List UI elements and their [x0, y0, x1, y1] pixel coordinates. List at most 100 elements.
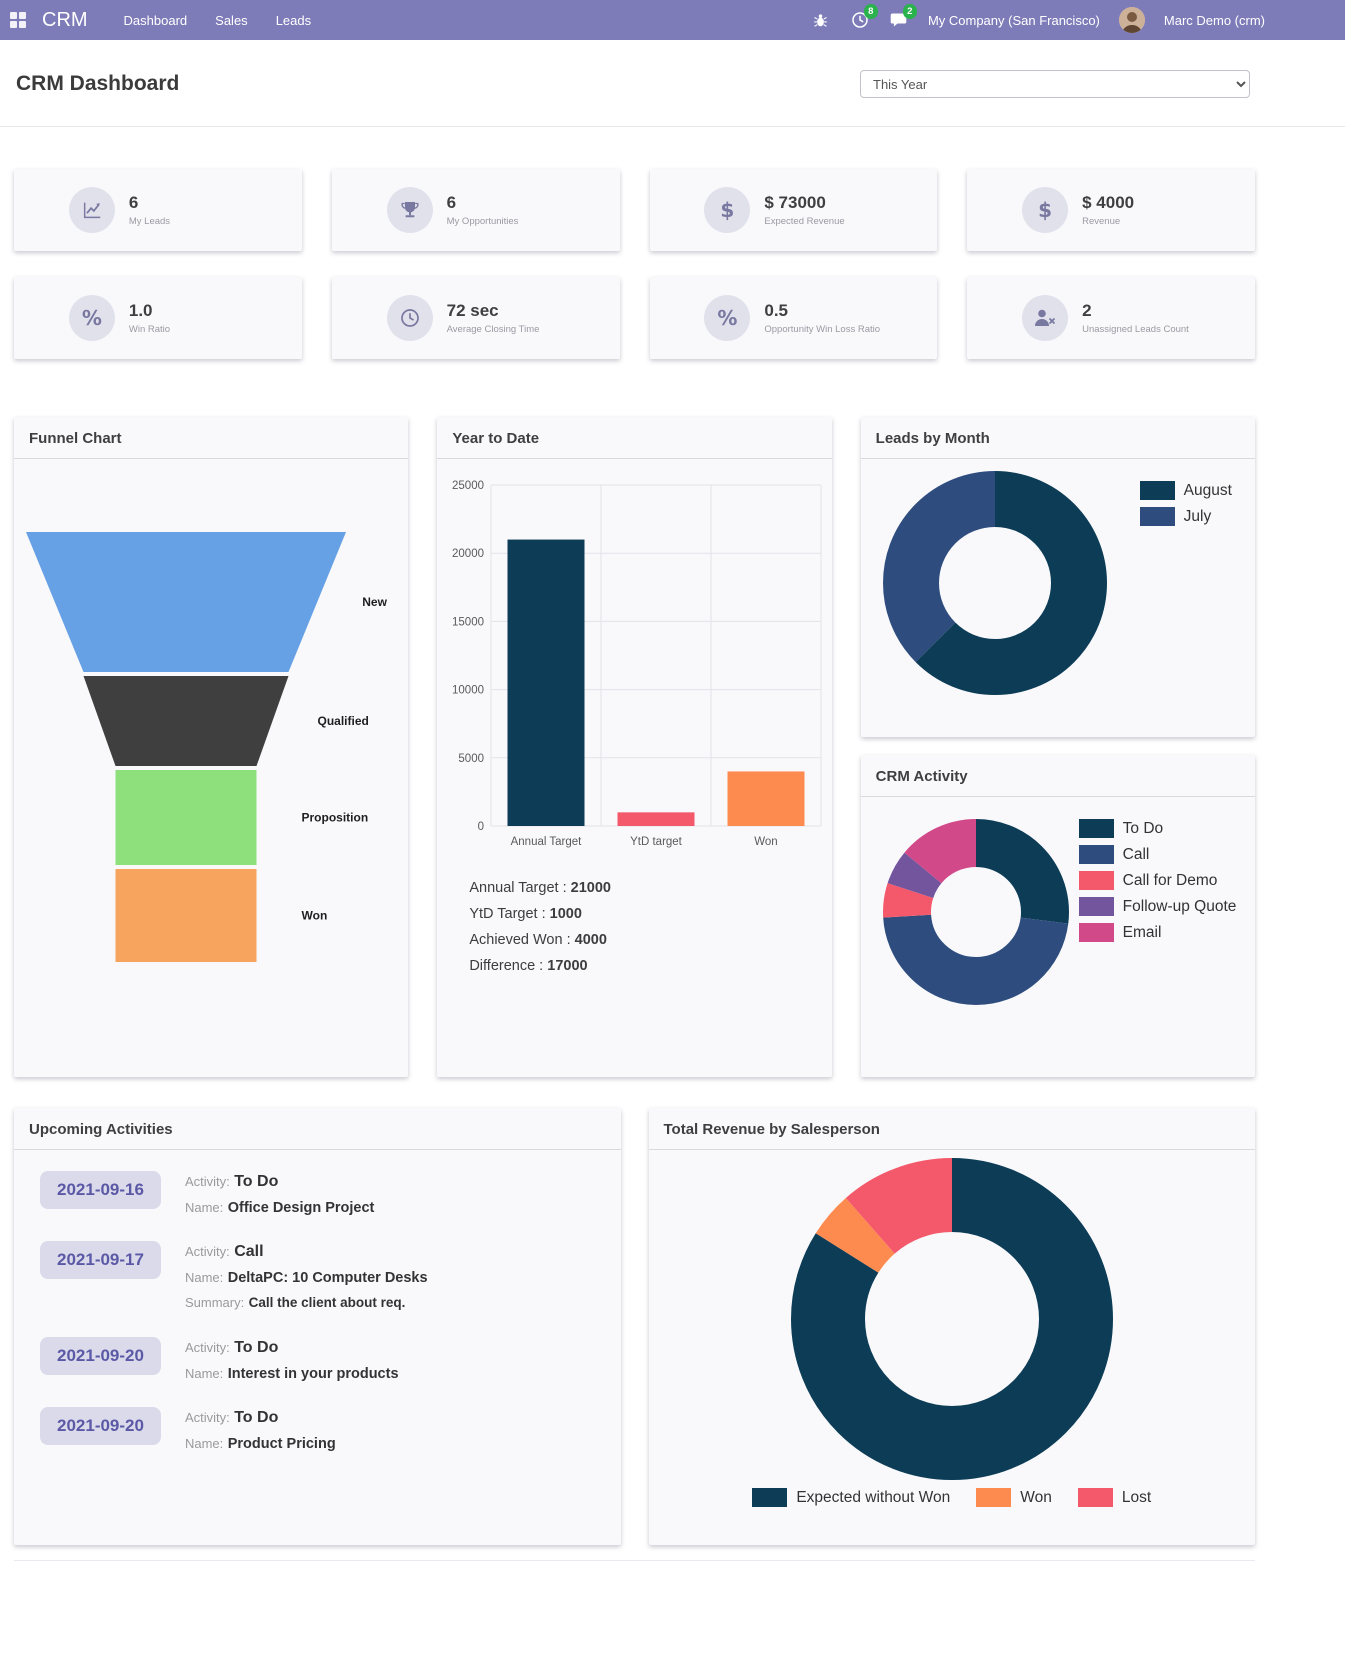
legend-item[interactable]: To Do — [1078, 819, 1237, 838]
card-title: Year to Date — [437, 417, 832, 459]
leads-chart-area: August July — [861, 459, 1255, 695]
activity-donut-chart[interactable] — [882, 819, 1069, 1005]
legend-item[interactable]: Call — [1078, 845, 1237, 864]
legend-item[interactable]: Won — [976, 1488, 1052, 1507]
kpi-card-average-closing-time: 72 sec Average Closing Time — [331, 277, 620, 359]
revenue-donut-chart[interactable] — [790, 1158, 1113, 1480]
activity-name[interactable]: DeltaPC: 10 Computer Desks — [227, 1269, 428, 1286]
charts-row: Funnel Chart New Qualified Proposition Won … — [14, 417, 1255, 1077]
legend-item[interactable]: Follow-up Quote — [1078, 897, 1236, 916]
activity-legend: To Do Call Call for Demo Follow-up Quote Ema… — [1078, 819, 1237, 1005]
svg-text:Won: Won — [755, 836, 778, 848]
legend-item[interactable]: Lost — [1077, 1488, 1151, 1507]
legend-item[interactable]: Call for Demo — [1078, 871, 1237, 890]
kpi-value: $ 73000 — [764, 193, 826, 212]
navbar-right: 8 2 My Company (San Francisco) Marc Demo… — [811, 4, 1265, 33]
activity-label: Activity: — [184, 1174, 230, 1189]
user-avatar[interactable] — [1118, 7, 1145, 33]
activities-clock-icon[interactable]: 8 — [850, 4, 878, 30]
navbar-left: CRM Dashboard Sales Leads — [10, 9, 311, 32]
revenue-by-salesperson-card: Total Revenue by Salesperson Expected wi… — [648, 1108, 1255, 1545]
legend-label: Expected without Won — [796, 1488, 951, 1506]
dollar-icon: $ — [704, 187, 751, 233]
leads-legend: August July — [1139, 481, 1232, 695]
funnel-chart-area: New Qualified Proposition Won — [14, 459, 408, 965]
company-switcher[interactable]: My Company (San Francisco) — [927, 12, 1100, 28]
kpi-value: $ 4000 — [1082, 193, 1135, 212]
kpi-label: Expected Revenue — [764, 216, 845, 227]
activity-chart-area: To Do Call Call for Demo Follow-up Quote Ema… — [861, 797, 1255, 1005]
svg-text:25000: 25000 — [453, 480, 485, 492]
legend-swatch — [1139, 507, 1175, 526]
activity-date: 2021-09-20 — [40, 1336, 161, 1375]
page-title: CRM Dashboard — [16, 72, 180, 95]
svg-text:YtD target: YtD target — [631, 836, 684, 848]
activity-name[interactable]: Office Design Project — [227, 1199, 375, 1216]
activity-name-line: Name: Office Design Project — [185, 1197, 374, 1219]
activity-type: To Do — [234, 1173, 279, 1190]
summary-line: Achieved Won : 4000 — [469, 927, 831, 953]
bottom-row: Upcoming Activities 2021-09-16 Activity:… — [14, 1108, 1255, 1545]
activity-type: To Do — [234, 1338, 279, 1356]
kpi-value: 1.0 — [128, 301, 153, 320]
period-select[interactable]: This Year — [860, 70, 1250, 98]
activity-name[interactable]: Interest in your products — [227, 1365, 399, 1382]
summary-line: Difference : 17000 — [469, 953, 831, 979]
card-title: Total Revenue by Salesperson — [648, 1108, 1255, 1150]
menu-leads[interactable]: Leads — [275, 12, 312, 28]
legend-swatch — [1139, 481, 1175, 500]
messages-badge: 2 — [902, 4, 917, 19]
legend-label: Call for Demo — [1122, 871, 1218, 889]
activity-item: 2021-09-17 Activity: Call Name: DeltaPC:… — [40, 1241, 605, 1318]
page-header: CRM Dashboard This Year — [0, 40, 1345, 127]
kpi-card-my-opportunities: 6 My Opportunities — [331, 169, 620, 251]
legend-swatch — [1078, 845, 1114, 864]
funnel-chart[interactable]: New Qualified Proposition Won — [16, 531, 406, 965]
activity-name[interactable]: Product Pricing — [227, 1435, 336, 1452]
trophy-icon — [386, 187, 433, 233]
user-menu[interactable]: Marc Demo (crm) — [1163, 12, 1265, 28]
apps-grid-icon[interactable] — [10, 12, 26, 28]
summary-line: Annual Target : 21000 — [469, 875, 831, 901]
debug-bug-icon[interactable] — [811, 10, 831, 30]
card-title: CRM Activity — [860, 755, 1255, 797]
dollar-icon: $ — [1022, 187, 1069, 233]
svg-text:15000: 15000 — [453, 616, 485, 628]
summary-value: 4000 — [574, 932, 607, 948]
name-label: Name: — [184, 1199, 224, 1215]
summary-line: YtD Target : 1000 — [469, 901, 831, 927]
activity-list: 2021-09-16 Activity: To Do Name: Office … — [14, 1150, 621, 1458]
activity-type-line: Activity: To Do — [185, 1171, 374, 1193]
legend-label: Email — [1122, 923, 1162, 941]
legend-label: Call — [1122, 845, 1150, 863]
summary-value: 17000 — [547, 958, 588, 974]
ytd-bar-chart[interactable]: 0 5000 10000 15000 20000 25000 Annual Target Yt… — [439, 477, 829, 849]
activity-label: Activity: — [184, 1339, 230, 1355]
activity-name-line: Name: Interest in your products — [185, 1363, 399, 1385]
user-x-icon — [1022, 295, 1069, 341]
messages-icon[interactable]: 2 — [889, 4, 917, 30]
activity-date: 2021-09-16 — [40, 1171, 161, 1209]
name-label: Name: — [184, 1269, 224, 1285]
svg-text:10000: 10000 — [453, 685, 485, 697]
upcoming-activities-card: Upcoming Activities 2021-09-16 Activity:… — [14, 1108, 621, 1545]
top-navbar: CRM Dashboard Sales Leads 8 2 My Company… — [0, 0, 1345, 40]
app-title[interactable]: CRM — [42, 8, 88, 31]
legend-item[interactable]: Email — [1078, 923, 1237, 942]
card-title: Upcoming Activities — [14, 1108, 621, 1150]
svg-text:5000: 5000 — [459, 753, 485, 765]
menu-dashboard[interactable]: Dashboard — [123, 12, 188, 28]
activities-badge: 8 — [863, 4, 878, 19]
activity-date: 2021-09-17 — [40, 1241, 161, 1280]
card-title: Leads by Month — [860, 417, 1255, 459]
legend-item[interactable]: July — [1139, 507, 1232, 526]
legend-item[interactable]: August — [1139, 481, 1232, 500]
kpi-label: My Opportunities — [446, 216, 519, 227]
activity-date: 2021-09-20 — [40, 1407, 161, 1446]
leads-donut-chart[interactable] — [882, 471, 1107, 695]
summary-label: Achieved Won : — [469, 932, 571, 948]
legend-label: To Do — [1122, 819, 1164, 837]
kpi-value: 72 sec — [446, 301, 499, 320]
menu-sales[interactable]: Sales — [215, 12, 248, 28]
legend-item[interactable]: Expected without Won — [752, 1488, 950, 1507]
